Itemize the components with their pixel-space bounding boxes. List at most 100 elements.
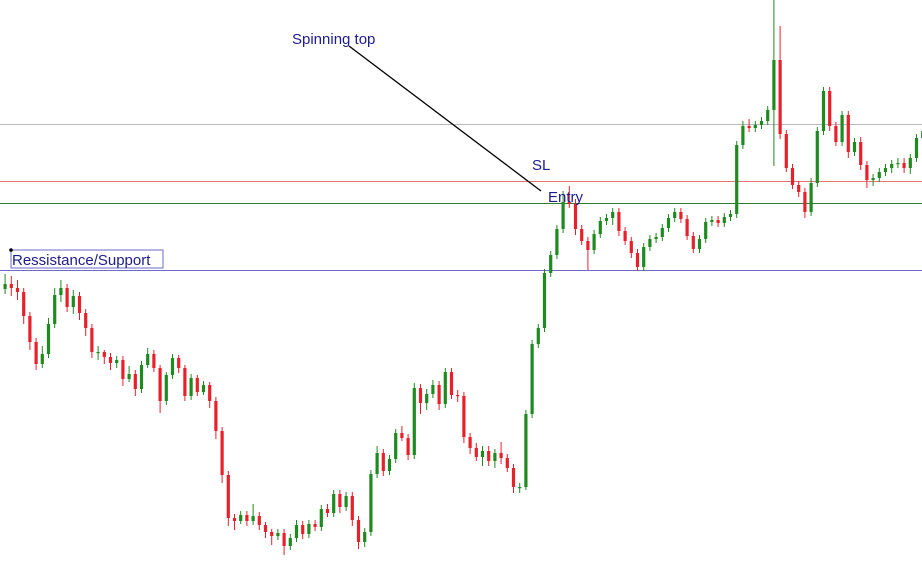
candle xyxy=(735,141,739,218)
candle-body-bearish xyxy=(325,509,330,513)
candle xyxy=(251,504,255,525)
candle xyxy=(195,375,199,396)
candle xyxy=(821,87,826,135)
candle-body-bullish xyxy=(307,524,311,534)
candle xyxy=(356,516,361,549)
candle xyxy=(524,410,528,490)
candle-body-bullish xyxy=(530,344,534,414)
candle-body-bearish xyxy=(505,458,509,468)
candle-body-bullish xyxy=(332,494,336,513)
candle-body-bearish xyxy=(133,374,137,389)
candle xyxy=(753,121,757,132)
candle xyxy=(456,390,460,402)
candle-body-bullish xyxy=(170,358,175,375)
candle-body-bullish xyxy=(294,525,299,538)
candle xyxy=(511,464,516,493)
candle-body-bullish xyxy=(604,218,609,221)
candle xyxy=(530,340,534,418)
candle xyxy=(592,230,596,254)
candle-body-bearish xyxy=(865,165,869,180)
candle xyxy=(406,434,410,460)
candle xyxy=(22,288,26,324)
candle-body-bullish xyxy=(251,516,255,521)
candle-body-bearish xyxy=(716,220,720,223)
candle-body-bullish xyxy=(809,183,813,212)
candle-body-bullish xyxy=(344,496,348,507)
candle-body-bearish xyxy=(462,396,466,437)
candle-body-bullish xyxy=(443,372,447,404)
candle xyxy=(96,346,100,360)
candle-body-bearish xyxy=(102,352,106,357)
candle xyxy=(108,353,113,370)
candle xyxy=(536,324,540,348)
candle xyxy=(908,154,912,174)
candle-body-bullish xyxy=(394,433,398,459)
candle-body-bearish xyxy=(623,231,627,241)
candle-body-bearish xyxy=(232,518,237,521)
candle xyxy=(201,381,206,395)
candle-body-bearish xyxy=(245,515,249,521)
candle xyxy=(852,138,857,156)
candle-body-bearish xyxy=(152,354,156,368)
candle-body-bullish xyxy=(753,125,757,128)
candles xyxy=(3,0,922,555)
candle-body-bearish xyxy=(183,368,187,396)
candle xyxy=(468,433,472,454)
candle xyxy=(282,529,286,555)
candle xyxy=(741,121,745,149)
candle-body-bearish xyxy=(121,360,125,379)
candle xyxy=(586,237,590,270)
candle-body-bearish xyxy=(586,241,590,250)
candle-body-bullish xyxy=(363,532,367,542)
candle-body-bullish xyxy=(518,487,522,489)
candle xyxy=(462,392,466,443)
candle xyxy=(313,520,317,531)
candle-body-bullish xyxy=(741,126,745,145)
candle-body-bearish xyxy=(567,202,571,204)
candle xyxy=(189,374,193,400)
candle xyxy=(561,191,565,233)
candle xyxy=(418,384,423,414)
candle xyxy=(598,217,602,238)
candle-body-bearish xyxy=(679,212,683,219)
candle-body-bearish xyxy=(177,358,181,368)
candle-body-bearish xyxy=(580,229,584,241)
candle-body-bearish xyxy=(282,533,286,546)
candle xyxy=(809,178,813,216)
candle xyxy=(815,127,819,187)
candle xyxy=(710,216,714,226)
candle-body-bearish xyxy=(778,60,782,134)
candle xyxy=(846,111,850,158)
candle-body-bearish xyxy=(803,192,807,212)
candle-body-bullish xyxy=(666,218,671,228)
candle-body-bullish xyxy=(592,234,596,250)
candle-body-bullish xyxy=(914,138,919,158)
candle-body-bearish xyxy=(617,212,621,231)
candle xyxy=(226,471,230,526)
candle xyxy=(865,161,869,188)
candle-body-bearish xyxy=(437,385,441,404)
candle xyxy=(487,446,491,466)
candle-body-bullish xyxy=(46,324,51,354)
candle-body-bullish xyxy=(542,273,547,328)
candle-body-bearish xyxy=(902,163,906,168)
candle xyxy=(766,106,770,125)
candle-body-bearish xyxy=(499,453,503,458)
candle-body-bullish xyxy=(648,239,652,247)
candle-body-bearish xyxy=(301,525,305,534)
candle-body-bearish xyxy=(158,368,162,401)
candle-body-bearish xyxy=(226,475,230,518)
candle-body-bullish xyxy=(815,131,819,183)
candle-body-bearish xyxy=(108,357,113,363)
candle-body-bullish xyxy=(288,538,292,546)
candle xyxy=(394,429,398,463)
candle xyxy=(759,117,764,129)
candle xyxy=(325,504,330,517)
candle-body-bearish xyxy=(790,168,795,185)
candle-body-bearish xyxy=(487,451,491,461)
candle-body-bullish xyxy=(40,354,44,364)
candle xyxy=(747,119,751,132)
candle-body-bullish xyxy=(673,212,677,218)
candle-body-bullish xyxy=(425,394,429,403)
